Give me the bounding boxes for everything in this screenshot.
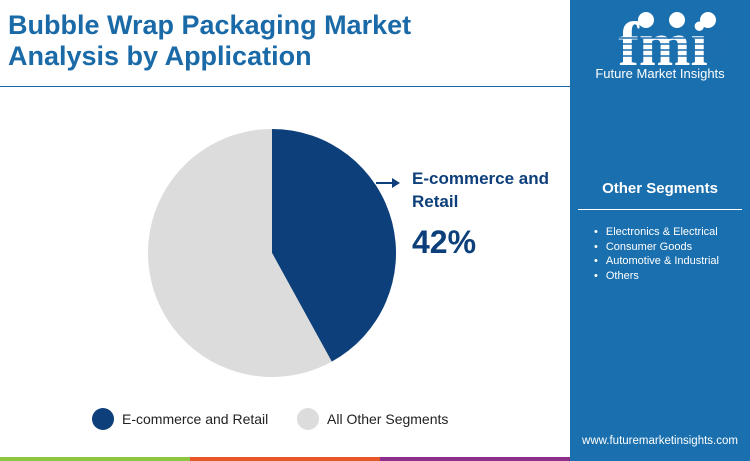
legend-label: E-commerce and Retail — [122, 411, 269, 427]
list-item: Electronics & Electrical — [594, 225, 719, 240]
bottom-bar-blue — [570, 457, 750, 461]
svg-text:fmi: fmi — [618, 11, 708, 70]
list-item: Automotive & Industrial — [594, 254, 719, 269]
website-link[interactable]: www.futuremarketinsights.com — [582, 435, 738, 447]
page-title: Bubble Wrap Packaging Market Analysis by… — [8, 10, 412, 71]
list-item: Consumer Goods — [594, 240, 719, 255]
pie-chart — [147, 129, 400, 377]
pie-slice-all-other-segments — [147, 129, 332, 377]
sidebar-divider — [578, 209, 742, 210]
list-item: Others — [594, 269, 719, 284]
callout-label: E-commerce and Retail — [412, 169, 549, 211]
legend-item-ecommerce: E-commerce and Retail — [92, 408, 268, 430]
bottom-bar-green — [0, 457, 190, 461]
brand-name: Future Market Insights — [595, 66, 725, 81]
fmi-logo: fmi — [598, 11, 728, 70]
legend-swatch — [297, 408, 319, 430]
other-segments-list: Electronics & Electrical Consumer Goods … — [594, 225, 719, 283]
pie-slice-e-commerce-and-retail — [272, 129, 396, 362]
other-segments-heading: Other Segments — [602, 180, 718, 197]
legend-label: All Other Segments — [327, 411, 449, 427]
bottom-bar-orange — [190, 457, 380, 461]
callout-value: 42% — [412, 224, 477, 260]
legend-item-others: All Other Segments — [297, 408, 448, 430]
bottom-bar-purple — [380, 457, 570, 461]
legend-swatch — [92, 408, 114, 430]
title-divider — [0, 86, 570, 87]
callout-arrow-icon — [392, 178, 400, 188]
